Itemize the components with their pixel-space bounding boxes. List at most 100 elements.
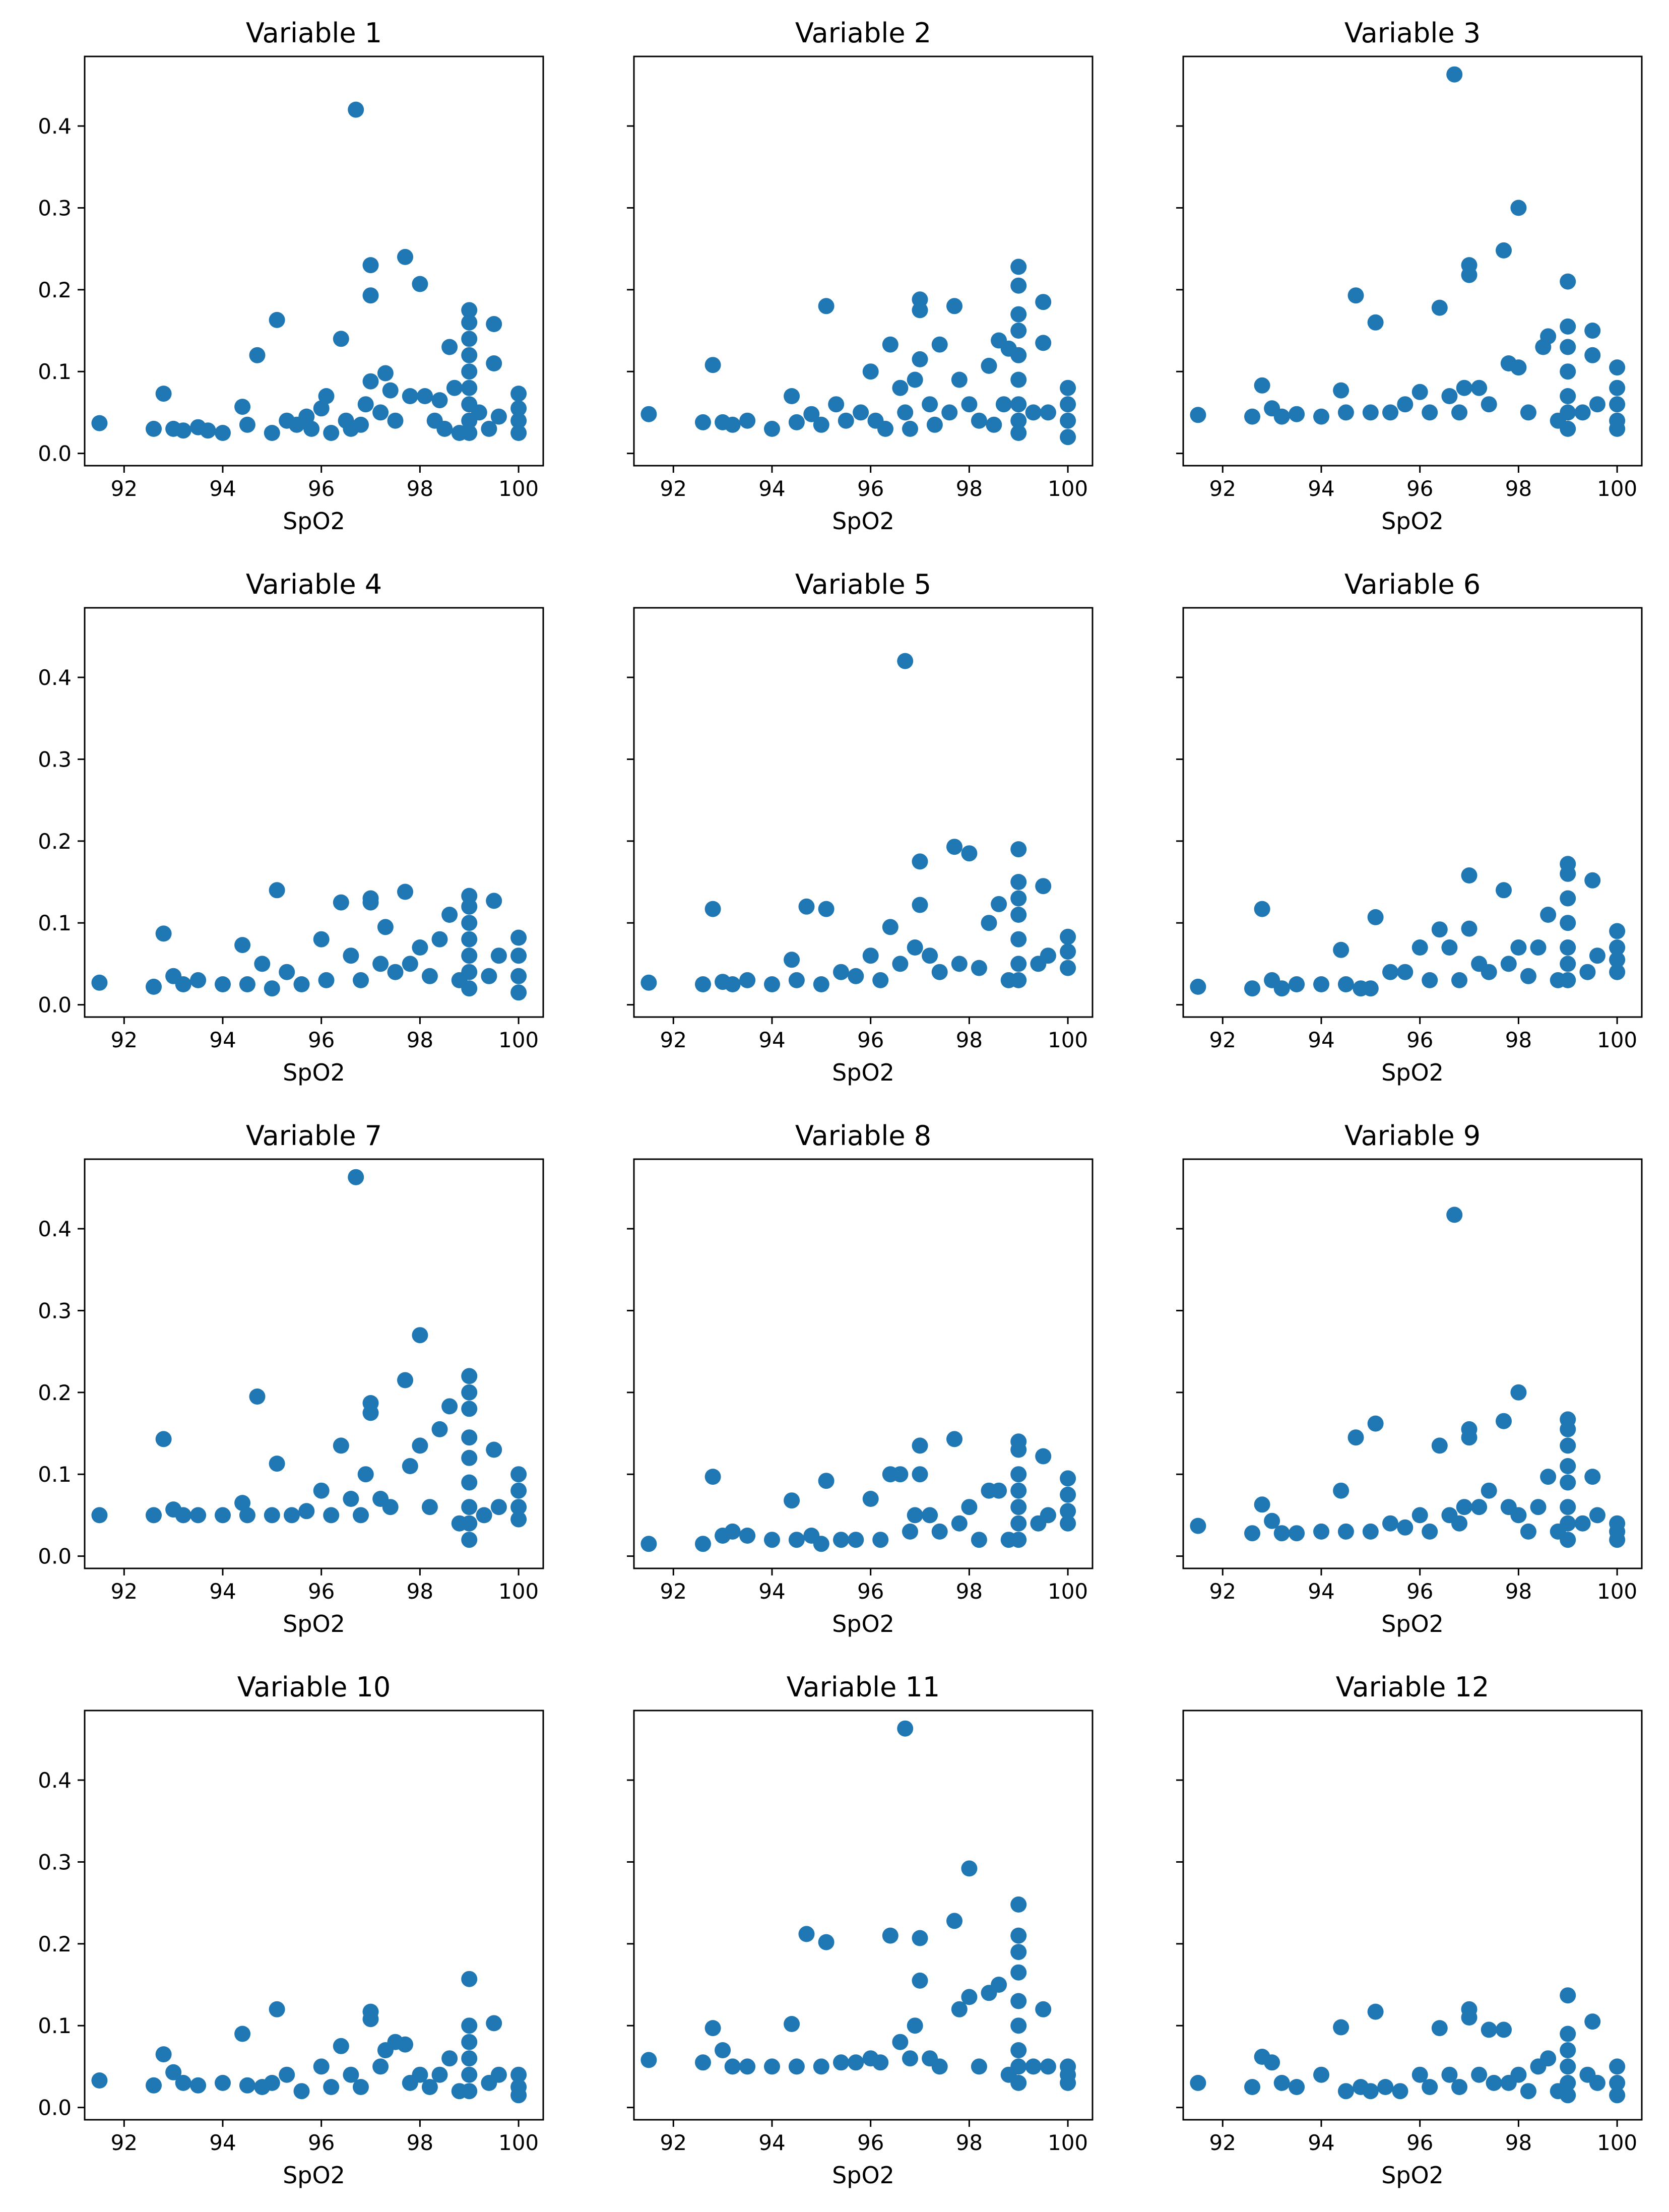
data-point [715,2042,731,2058]
data-point [1441,939,1458,956]
data-point [695,414,711,430]
data-point [1010,1993,1027,2009]
scatter-panel-6: Variable 6 92 94 96 98 100 SpO2 [1176,568,1643,1086]
data-point [838,412,854,429]
data-point [784,388,800,404]
data-point [510,984,527,1001]
data-point [1560,956,1576,972]
data-point [1481,964,1497,980]
data-point [461,2034,478,2050]
data-point [461,331,478,347]
data-point [333,1437,349,1454]
x-tick-label: 94 [209,1579,236,1604]
data-point [1560,972,1576,988]
data-point [1609,964,1626,980]
y-tick-label: 0.1 [38,359,72,384]
panel-title: Variable 8 [795,1120,931,1152]
data-point [724,416,741,433]
x-tick-label: 92 [660,1028,687,1052]
data-point [1333,2019,1350,2036]
data-point [298,408,315,425]
data-point [1560,1532,1576,1548]
data-point [1520,2083,1536,2100]
data-point [1337,1523,1354,1540]
x-tick-label: 100 [1597,1579,1637,1604]
data-point [298,1503,315,1520]
data-point [215,1507,231,1524]
data-point [1010,890,1027,907]
data-point [1010,907,1027,923]
data-point [461,1474,478,1491]
data-point [1382,404,1398,421]
x-tick-label: 92 [660,476,687,501]
data-point [1560,2058,1576,2075]
data-point [1010,323,1027,339]
y-tick-label: 0.0 [38,1544,72,1569]
data-point [1397,964,1414,980]
x-tick-label: 98 [956,2130,983,2155]
data-point [313,400,330,417]
data-point [190,1507,207,1524]
data-point [1431,2020,1448,2037]
data-point [1035,2001,1052,2017]
data-point [882,919,898,935]
data-point [318,388,335,404]
data-point [402,388,418,404]
y-tick-label: 0.3 [38,1298,72,1323]
data-point [1010,1532,1027,1548]
data-point [510,968,527,984]
data-point [1347,287,1364,304]
data-point [1496,882,1512,899]
data-point [1010,1482,1027,1499]
data-point [971,2058,987,2075]
data-point [1471,2066,1488,2083]
data-point [1530,1499,1547,1515]
data-point [1060,1486,1076,1503]
data-point [1367,909,1384,925]
data-point [441,339,458,355]
panel-title: Variable 5 [795,568,931,600]
data-point [471,404,487,421]
data-point [1441,2066,1458,2083]
data-point [377,919,394,935]
x-tick-label: 94 [1308,1028,1334,1052]
y-tick-label: 0.2 [38,1380,72,1405]
data-point [382,382,399,399]
data-point [461,1971,478,1987]
y-tick-label: 0.2 [38,1932,72,1956]
data-point [1244,2079,1260,2095]
data-point [510,947,527,964]
data-point [872,972,889,988]
data-point [922,947,938,964]
data-point [1481,2021,1497,2038]
data-point [353,972,369,988]
data-point [991,896,1007,912]
y-tick-label: 0.1 [38,2013,72,2038]
data-point [234,2026,251,2042]
data-point [764,1532,780,1548]
data-point [91,415,108,431]
data-point [348,1169,364,1185]
data-point [1510,359,1527,376]
data-point [343,2066,359,2083]
data-point [640,1536,657,1552]
data-point [1397,396,1414,413]
data-point [1461,867,1478,883]
data-point [481,968,497,984]
panel-title: Variable 2 [795,17,931,49]
x-tick-label: 92 [1209,476,1236,501]
data-point [912,1930,928,1946]
x-axis-label: SpO2 [283,2162,345,2189]
data-point [461,425,478,441]
data-point [803,406,820,422]
data-point [961,845,978,862]
data-point [931,2058,948,2075]
data-point [190,2077,207,2094]
plot-frame [633,1158,1094,1569]
x-axis-label: SpO2 [283,1610,345,1637]
data-point [1010,2017,1027,2034]
data-point [912,1972,928,1989]
data-point [1367,1415,1384,1432]
data-point [931,964,948,980]
data-point [264,980,280,997]
